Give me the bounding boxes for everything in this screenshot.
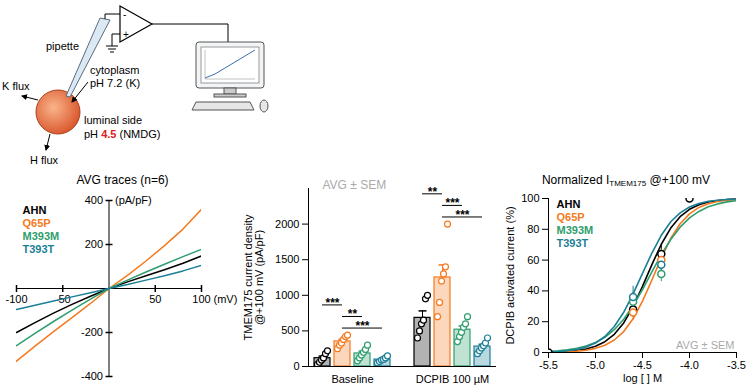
- svg-text:AHN: AHN: [557, 198, 581, 210]
- svg-text:-: -: [123, 9, 126, 20]
- svg-text:M393M: M393M: [23, 230, 60, 242]
- svg-text:pH 7.2 (K): pH 7.2 (K): [90, 77, 140, 89]
- svg-text:cytoplasm: cytoplasm: [90, 64, 140, 76]
- svg-text:20: 20: [527, 315, 539, 327]
- svg-text:+: +: [123, 29, 129, 40]
- svg-text:log [ ] M: log [ ] M: [623, 372, 662, 384]
- svg-text:TMEM175 current density@+100 m: TMEM175 current density@+100 mV (pA/pF): [242, 214, 265, 340]
- svg-text:luminal side: luminal side: [84, 114, 142, 126]
- svg-text:60: 60: [527, 254, 539, 266]
- svg-text:40: 40: [527, 284, 539, 296]
- svg-text:M393M: M393M: [557, 224, 594, 236]
- svg-text:(mV): (mV): [214, 293, 238, 305]
- svg-text:-5.5: -5.5: [539, 359, 558, 371]
- svg-text:Baseline: Baseline: [331, 373, 373, 385]
- svg-text:-200: -200: [81, 326, 103, 338]
- svg-text:H flux: H flux: [30, 154, 59, 166]
- svg-text:***: ***: [325, 296, 339, 310]
- svg-text:K flux: K flux: [2, 80, 30, 92]
- svg-text:DCPIB 100 µM: DCPIB 100 µM: [416, 373, 490, 385]
- svg-text:Q65P: Q65P: [23, 217, 51, 229]
- svg-text:pH 4.5 (NMDG): pH 4.5 (NMDG): [84, 128, 160, 140]
- svg-text:AVG ± SEM: AVG ± SEM: [676, 339, 734, 351]
- svg-text:200: 200: [85, 238, 103, 250]
- svg-text:**: **: [348, 307, 358, 321]
- svg-text:-4.0: -4.0: [680, 359, 699, 371]
- svg-text:***: ***: [445, 196, 459, 210]
- svg-text:100: 100: [192, 293, 210, 305]
- svg-text:-5.0: -5.0: [586, 359, 605, 371]
- svg-text:Q65P: Q65P: [557, 211, 585, 223]
- svg-text:0: 0: [533, 346, 539, 358]
- svg-text:2000: 2000: [275, 218, 299, 230]
- svg-text:AVG ± SEM: AVG ± SEM: [323, 178, 387, 192]
- svg-text:500: 500: [281, 324, 299, 336]
- svg-text:***: ***: [355, 319, 369, 333]
- svg-text:**: **: [428, 185, 438, 199]
- svg-text:T393T: T393T: [557, 237, 589, 249]
- svg-text:DCPIB activated current (%): DCPIB activated current (%): [504, 206, 516, 344]
- html-text:AVG traces (n=6): AVG traces (n=6): [76, 173, 169, 187]
- svg-text:80: 80: [527, 223, 539, 235]
- svg-text:AHN: AHN: [23, 204, 47, 216]
- svg-text:100: 100: [521, 192, 539, 204]
- svg-text:-4.5: -4.5: [633, 359, 652, 371]
- svg-text:1500: 1500: [275, 253, 299, 265]
- svg-text:(pA/pF): (pA/pF): [115, 194, 152, 206]
- svg-text:0: 0: [293, 360, 299, 372]
- html-text:Normalized ITMEM175@+100 mV: Normalized ITMEM175@+100 mV: [541, 173, 711, 188]
- svg-text:50: 50: [149, 293, 161, 305]
- svg-text:-3.5: -3.5: [727, 359, 746, 371]
- svg-text:-400: -400: [81, 370, 103, 382]
- svg-text:T393T: T393T: [23, 243, 55, 255]
- svg-text:pipette: pipette: [46, 40, 79, 52]
- svg-text:-100: -100: [5, 293, 27, 305]
- svg-text:-50: -50: [54, 293, 71, 305]
- svg-text:1000: 1000: [275, 289, 299, 301]
- svg-text:400: 400: [85, 194, 103, 206]
